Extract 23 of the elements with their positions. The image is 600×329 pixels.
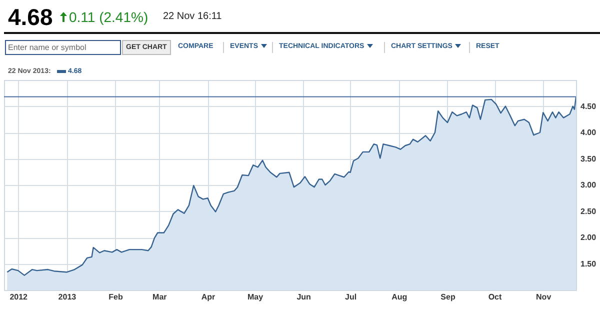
x-tick-label: Apr bbox=[201, 292, 216, 302]
x-tick-label: 2013 bbox=[58, 292, 77, 302]
y-tick-label: 3.00 bbox=[580, 180, 597, 190]
text: 4.68 bbox=[8, 4, 53, 31]
x-tick-label: Nov bbox=[536, 292, 552, 302]
x-tick-label: Feb bbox=[108, 292, 123, 302]
y-tick-label: 4.00 bbox=[580, 128, 597, 137]
y-tick-label: 4.50 bbox=[580, 102, 597, 111]
x-tick-label: Aug bbox=[392, 292, 408, 302]
x-tick-label: Jul bbox=[345, 292, 357, 302]
x-tick-label: 2012 bbox=[10, 292, 28, 302]
y-tick-label: 3.50 bbox=[580, 154, 597, 164]
x-tick-label: Jun bbox=[296, 292, 312, 302]
x-tick-label: Mar bbox=[152, 292, 167, 302]
text: Enter name or symbol bbox=[5, 40, 121, 55]
y-tick-label: 2.00 bbox=[580, 233, 597, 242]
x-tick-label: Sep bbox=[440, 292, 456, 302]
x-tick-label: May bbox=[247, 292, 264, 302]
y-tick-label: 1.50 bbox=[580, 259, 597, 268]
x-tick-label: Oct bbox=[488, 292, 502, 302]
y-tick-label: 2.50 bbox=[580, 206, 597, 216]
text: 0.11 (2.41%) bbox=[69, 9, 148, 25]
text: 22 Nov 16:11 bbox=[163, 11, 222, 22]
